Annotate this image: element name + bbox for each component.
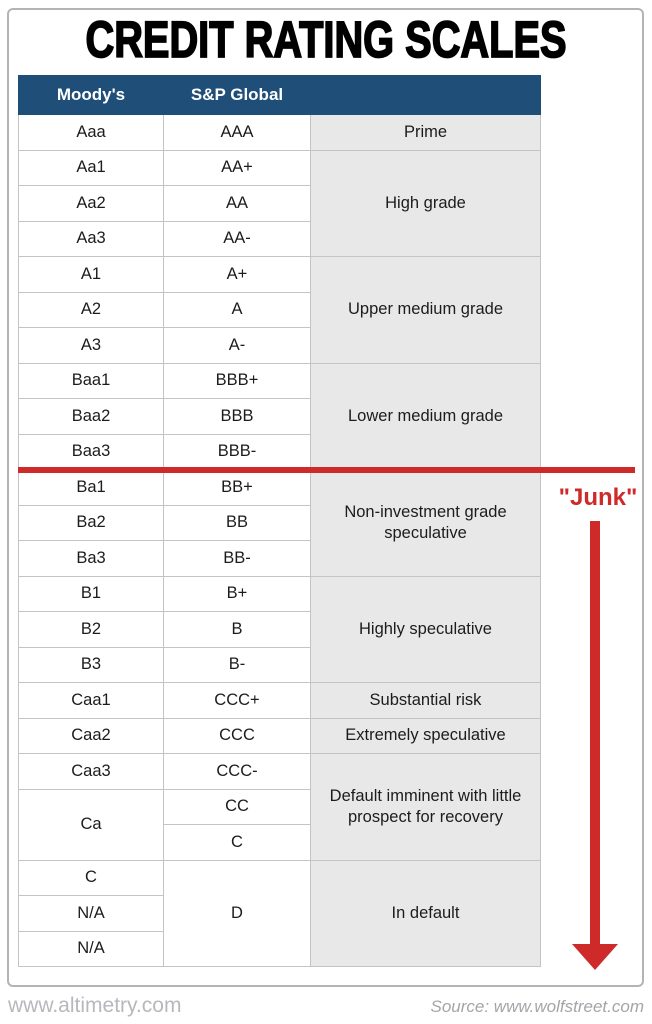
table-row: Baa2 BBB [18, 398, 541, 435]
table-row: Ba2 BB [18, 504, 541, 541]
desc-cell: Prime [310, 114, 541, 151]
desc-cell: In default [310, 859, 541, 967]
moodys-cell: Aa3 [18, 220, 164, 257]
table-row: C D In default [18, 859, 541, 967]
table-row: A2 A [18, 291, 541, 328]
moodys-cell: Caa2 [18, 717, 164, 754]
desc-cell: Default imminent with little prospect fo… [310, 753, 541, 861]
desc-cell: Highly speculative [310, 575, 541, 683]
table-row: Ca CC [18, 788, 541, 861]
moodys-cell: A2 [18, 291, 164, 328]
moodys-cell: B2 [18, 611, 164, 648]
sp-cell: B- [163, 646, 311, 683]
moodys-cell: Aa1 [18, 149, 164, 186]
table-row: A1 A+ Upper medium grade [18, 256, 541, 364]
table-row: Baa3 BBB- [18, 433, 541, 470]
table-row: Ba1 BB+ Non-investment grade speculative [18, 469, 541, 577]
sp-cell: A [163, 291, 311, 328]
header-sp-global: S&P Global [163, 75, 311, 115]
table-row: B3 B- [18, 646, 541, 683]
moodys-cell: Ca [18, 788, 164, 861]
moodys-cell: Aaa [18, 114, 164, 151]
header-description-empty [310, 75, 541, 115]
sp-cell: BB [163, 504, 311, 541]
moodys-cell: Ba1 [18, 469, 164, 506]
table-row: Aaa AAA Prime [18, 114, 541, 151]
header-row: Moody's S&P Global [18, 75, 541, 115]
sp-cell: AA+ [163, 149, 311, 186]
sp-cell: CC [163, 788, 311, 825]
desc-cell: Upper medium grade [310, 256, 541, 364]
table-row: A3 A- [18, 327, 541, 364]
sp-cell: BBB [163, 398, 311, 435]
sp-cell: BBB- [163, 433, 311, 470]
moodys-cell: Aa2 [18, 185, 164, 222]
moodys-cell: A1 [18, 256, 164, 293]
table-row: Caa3 CCC- Default imminent with little p… [18, 753, 541, 861]
sp-cell: CCC [163, 717, 311, 754]
sp-cell: BBB+ [163, 362, 311, 399]
sp-cell: D [163, 859, 311, 967]
credit-rating-table: Moody's S&P Global Aaa AAA Prime Aa1 AA+… [18, 75, 541, 967]
table-row: N/A [18, 895, 541, 932]
sp-cell: B+ [163, 575, 311, 612]
sp-cell: BB- [163, 540, 311, 577]
moodys-cell: Ba3 [18, 540, 164, 577]
table-row: Aa2 AA [18, 185, 541, 222]
table-row: N/A [18, 930, 541, 967]
moodys-cell: N/A [18, 930, 164, 967]
table-row: B2 B [18, 611, 541, 648]
header-moodys: Moody's [18, 75, 164, 115]
desc-cell: High grade [310, 149, 541, 257]
moodys-cell: Baa2 [18, 398, 164, 435]
source-credit: Source: www.wolfstreet.com [430, 997, 644, 1016]
desc-cell: Substantial risk [310, 682, 541, 719]
moodys-cell: A3 [18, 327, 164, 364]
moodys-cell: N/A [18, 895, 164, 932]
altimetry-watermark: www.altimetry.com [8, 994, 182, 1017]
moodys-cell: B1 [18, 575, 164, 612]
sp-cell: A+ [163, 256, 311, 293]
table-row: B1 B+ Highly speculative [18, 575, 541, 683]
moodys-cell: B3 [18, 646, 164, 683]
sp-cell: A- [163, 327, 311, 364]
sp-cell: AA [163, 185, 311, 222]
table-row: Aa1 AA+ High grade [18, 149, 541, 257]
table-row: Caa1 CCC+ Substantial risk [18, 682, 541, 719]
page-title: CREDIT RATING SCALES [85, 11, 567, 68]
moodys-cell: Ba2 [18, 504, 164, 541]
junk-divider-line [18, 467, 635, 473]
sp-cell: B [163, 611, 311, 648]
moodys-cell: Caa3 [18, 753, 164, 790]
sp-cell: AAA [163, 114, 311, 151]
table-row: Caa2 CCC Extremely speculative [18, 717, 541, 754]
sp-cell: C [163, 824, 311, 861]
moodys-cell: Baa1 [18, 362, 164, 399]
junk-arrow-shaft [590, 521, 600, 945]
sp-cell: AA- [163, 220, 311, 257]
desc-cell: Non-investment grade speculative [310, 469, 541, 577]
sp-cell: BB+ [163, 469, 311, 506]
table-row: Baa1 BBB+ Lower medium grade [18, 362, 541, 470]
desc-cell: Extremely speculative [310, 717, 541, 754]
junk-label: "Junk" [558, 484, 638, 511]
moodys-cell: Caa1 [18, 682, 164, 719]
table-row: C [19, 824, 541, 861]
desc-cell: Lower medium grade [310, 362, 541, 470]
table-row: Aa3 AA- [18, 220, 541, 257]
sp-cell: CCC+ [163, 682, 311, 719]
table-row: Ba3 BB- [18, 540, 541, 577]
sp-cell: CCC- [163, 753, 311, 790]
junk-arrow-down-icon [572, 944, 618, 970]
moodys-cell: Baa3 [18, 433, 164, 470]
moodys-cell: C [18, 859, 164, 896]
